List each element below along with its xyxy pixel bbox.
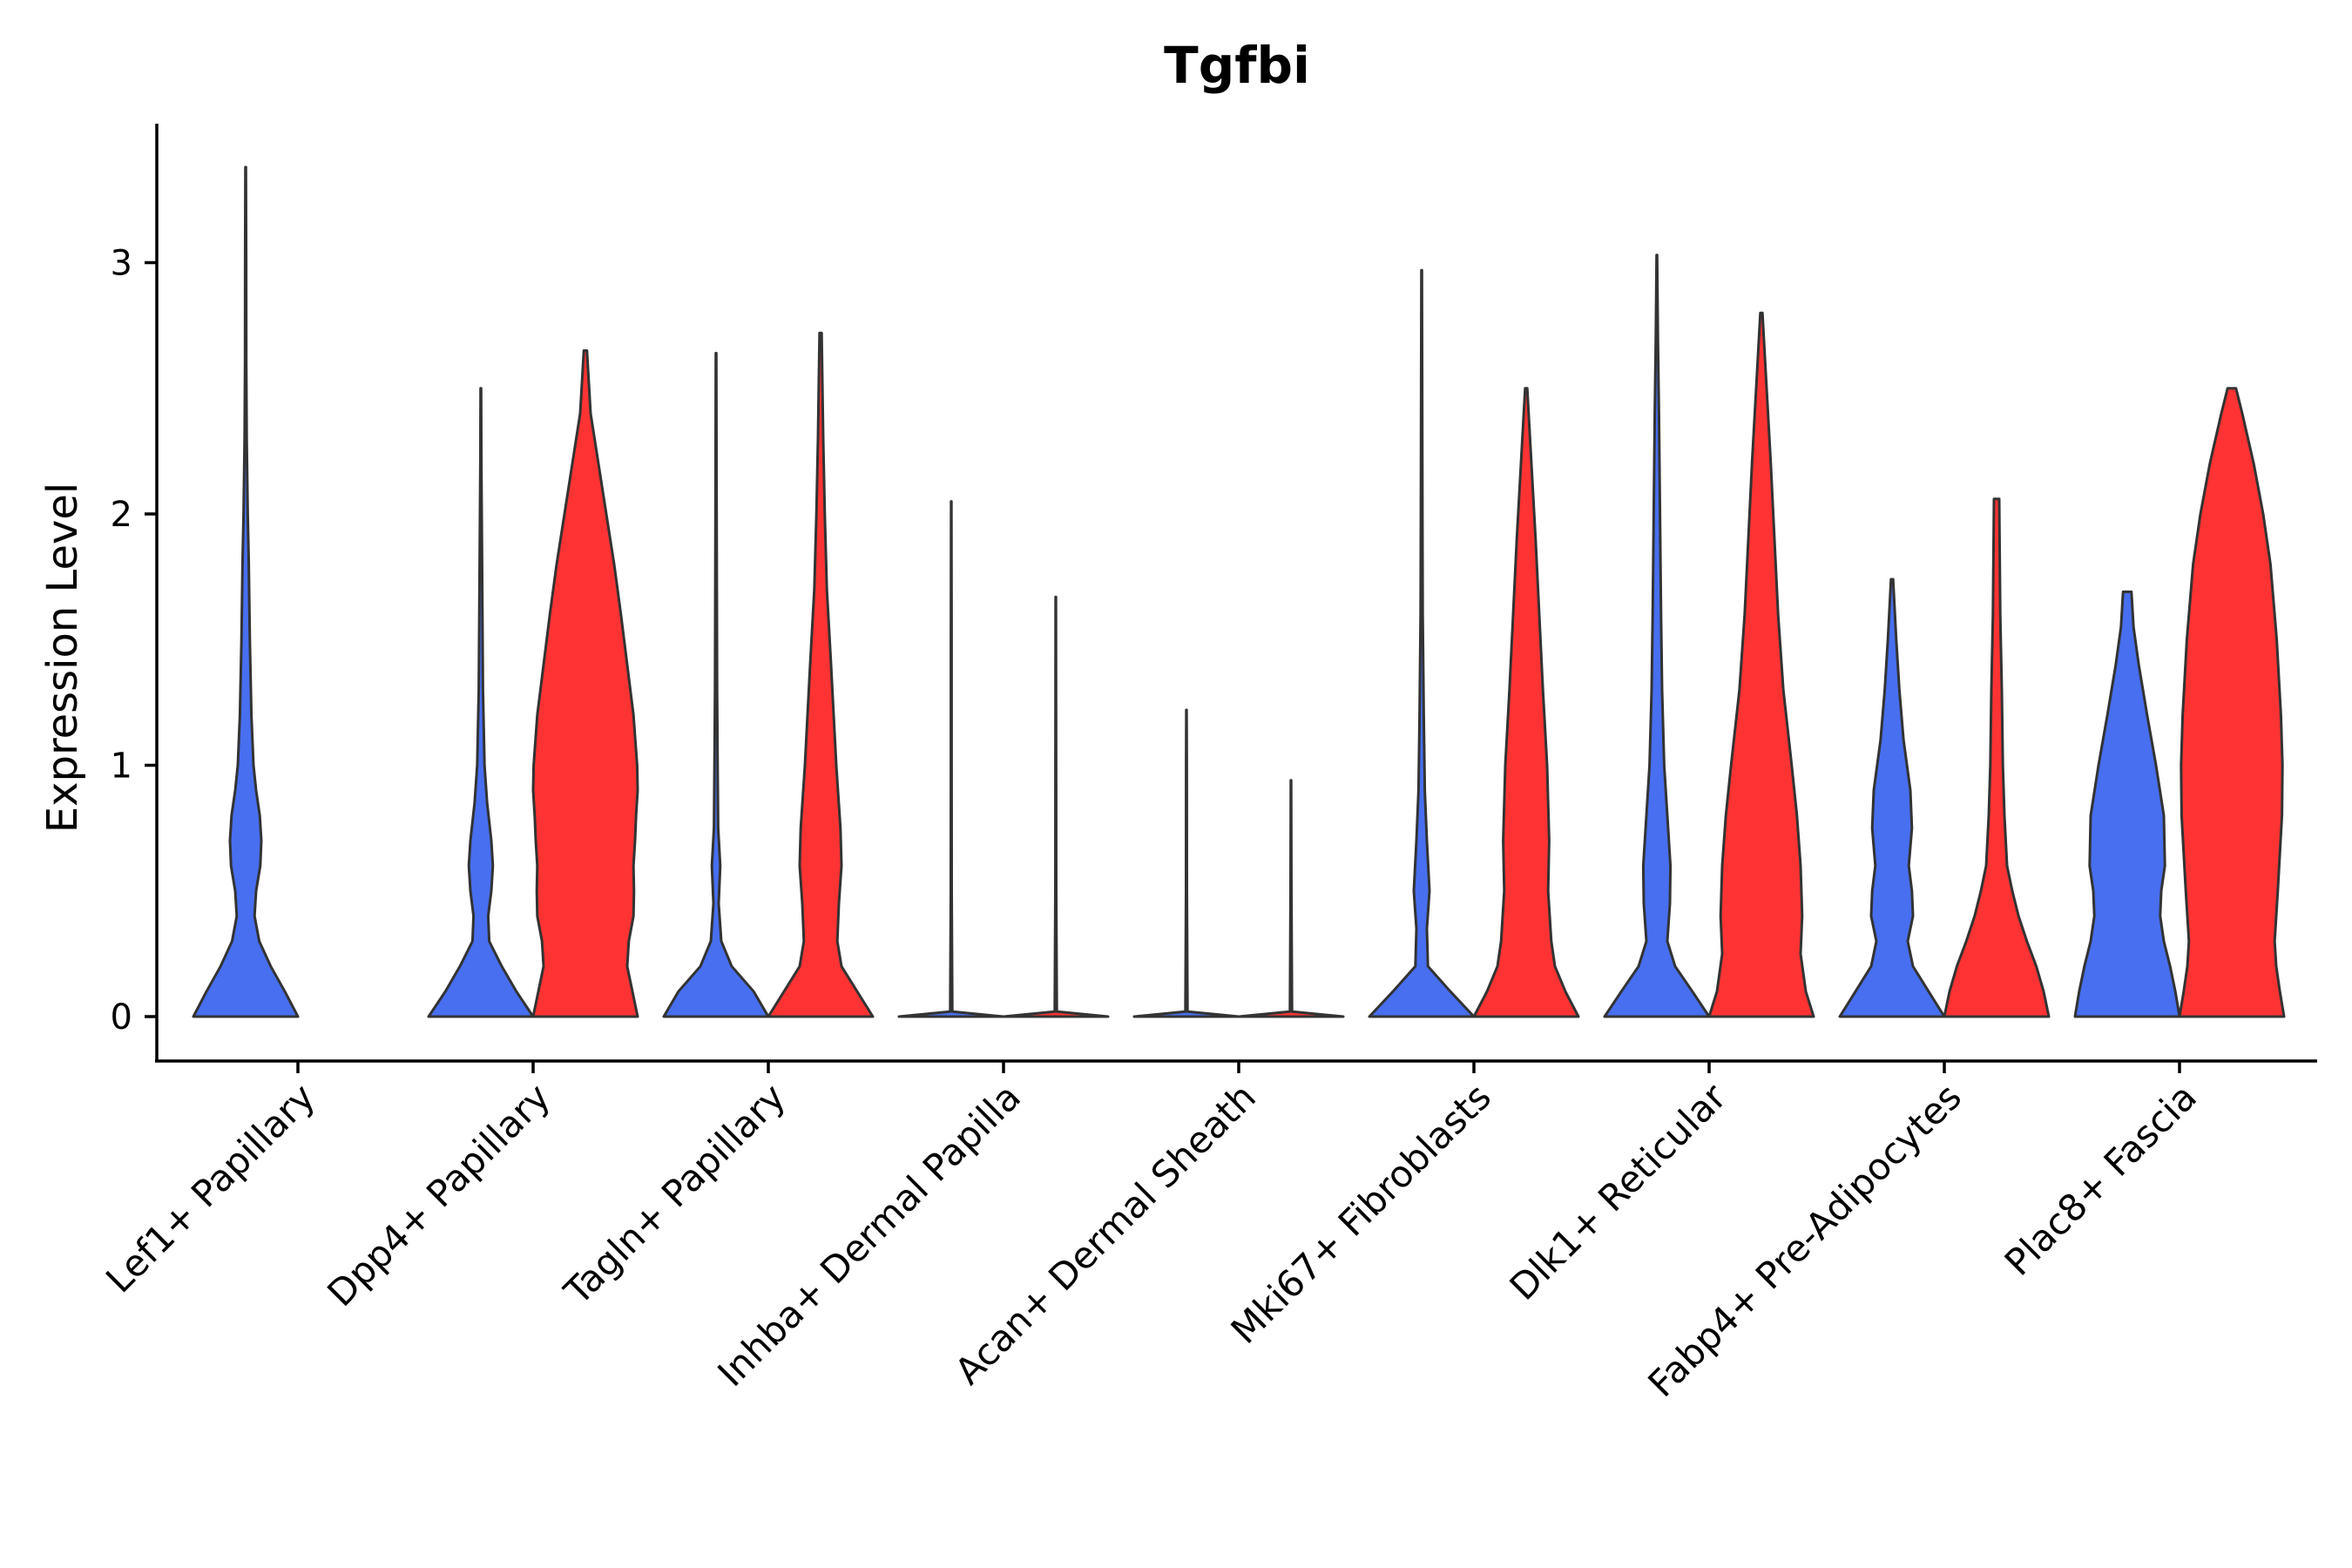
- violin-group_a-5: [1132, 708, 1240, 1018]
- axes: [155, 124, 2317, 1063]
- violin-group_a-2: [427, 387, 535, 1018]
- violin-group_a-6: [1368, 268, 1476, 1018]
- violin-group_b-9: [2178, 387, 2286, 1018]
- y-tick-label: 1: [111, 747, 132, 787]
- violin-group_a-4: [897, 500, 1005, 1018]
- violin-group_b-7: [1707, 311, 1815, 1018]
- violin-group_a-7: [1603, 253, 1711, 1018]
- chart-title: Tgfbi: [1164, 36, 1310, 95]
- violin-group_b-2: [531, 349, 639, 1018]
- y-axis-label: Expression Level: [38, 483, 87, 834]
- violin-group_a-3: [662, 351, 770, 1018]
- violin-group_b-8: [1943, 497, 2051, 1018]
- y-tick-label: 2: [111, 495, 132, 535]
- violin-group_a-9: [2073, 590, 2181, 1018]
- violin-group_b-4: [1002, 595, 1110, 1018]
- violin-group_a-8: [1838, 578, 1946, 1018]
- y-tick-label: 0: [111, 997, 132, 1037]
- x-tick-label: Mki67+ Fibroblasts: [1223, 1075, 1499, 1351]
- violin-group_b-3: [767, 331, 875, 1018]
- violin-group_b-5: [1237, 779, 1345, 1018]
- x-tick-label: Dpp4+ Papillary: [319, 1075, 558, 1315]
- x-tick-label: Tagln+ Papillary: [556, 1075, 794, 1313]
- x-tick-label: Plac8+ Fascia: [1997, 1075, 2205, 1283]
- y-tick-label: 3: [111, 244, 132, 284]
- y-ticks: 0 1 2 3: [111, 244, 157, 1037]
- violin-group_a-1: [192, 166, 300, 1018]
- violin-group_b-6: [1472, 387, 1580, 1018]
- x-tick-label: Dlk1+ Reticular: [1502, 1075, 1735, 1308]
- x-tick-label: Lef1+ Papillary: [98, 1075, 323, 1301]
- violin-layer: [192, 166, 2286, 1018]
